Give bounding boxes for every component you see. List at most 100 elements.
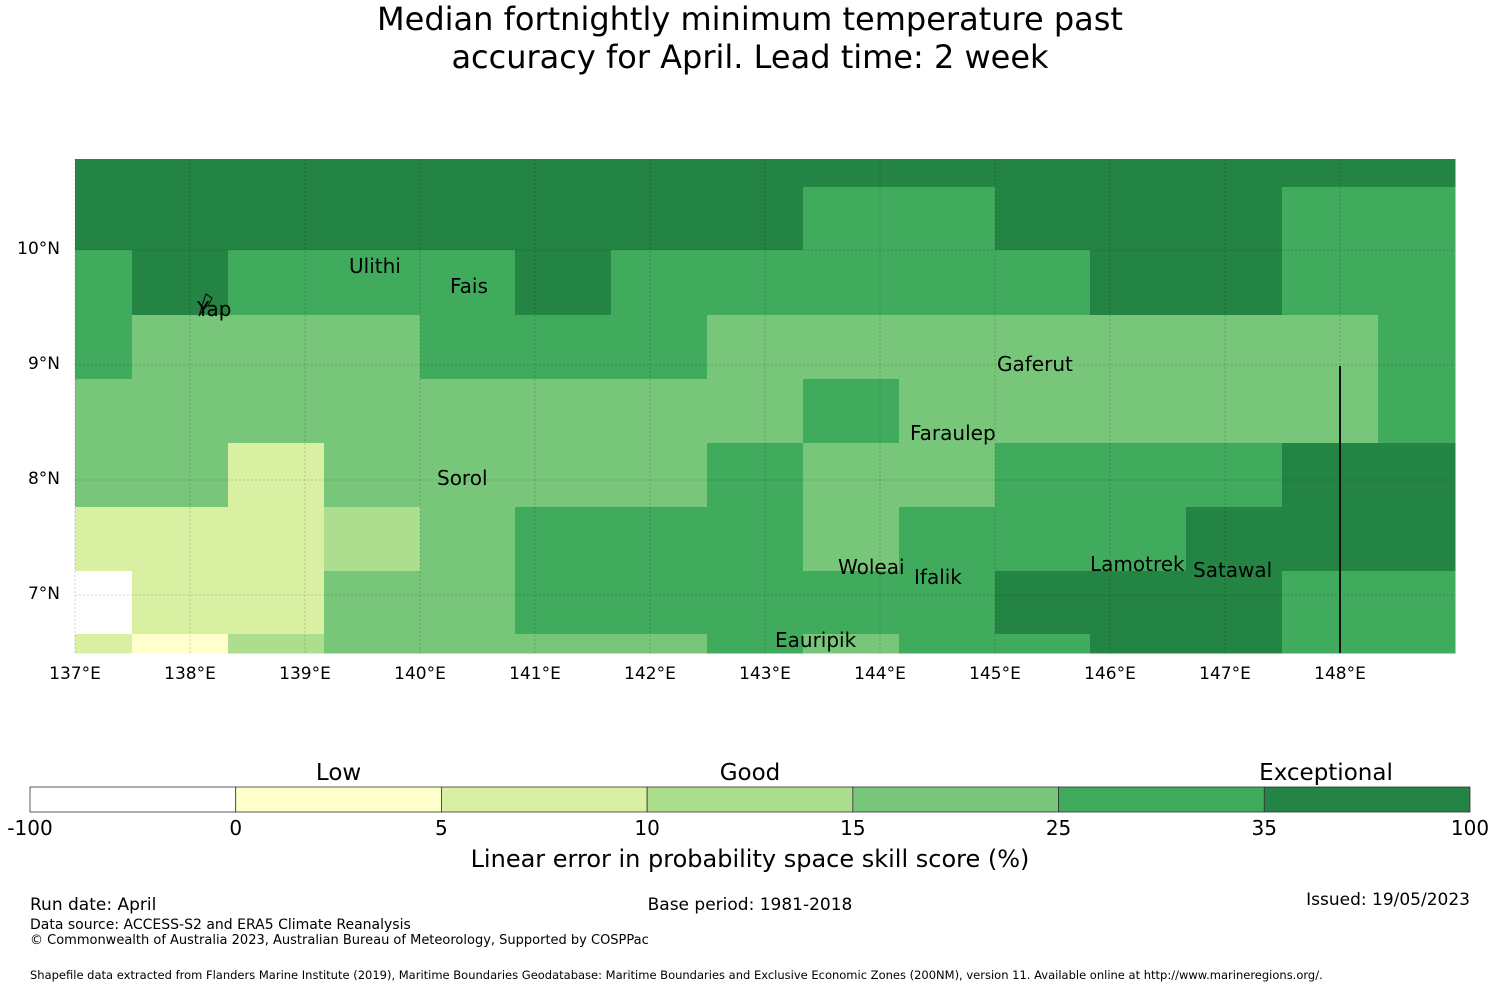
grid-cell [1186,634,1283,654]
grid-cell [420,379,516,444]
grid-cell [611,379,708,444]
grid-cell [611,315,708,380]
colorbar-swatch [852,786,1059,813]
grid-cell [995,315,1091,380]
grid-cell [324,634,421,654]
place-label: Woleai [838,555,905,579]
grid-cell [75,250,133,316]
grid-cell [803,159,900,188]
latitude-label: 7°N [27,584,60,604]
grid-cell [1090,379,1187,444]
grid-cell [420,507,516,572]
grid-cell [899,159,996,188]
grid-cell [228,315,325,380]
grid-cell [1282,507,1379,572]
grid-cell [228,159,325,188]
colorbar-category-label: Good [719,760,781,786]
grid-cell [707,507,804,572]
grid-cell [1378,379,1456,444]
grid-cell [324,159,421,188]
colorbar-swatch [646,786,854,813]
grid-cell [995,507,1091,572]
place-label: Satawal [1193,558,1273,582]
grid-cell [707,443,804,508]
grid-cell [420,634,516,654]
grid-cell [132,187,229,251]
grid-cell [515,443,612,508]
grid-cell [899,507,996,572]
grid-cell [420,187,516,251]
latitude-label: 9°N [27,354,60,374]
grid-cell [228,507,325,572]
grid-cell [75,443,133,508]
grid-cell [1282,443,1379,508]
colorbar-category-label: Low [315,760,362,786]
longitude-label: 137°E [49,664,101,684]
colorbar-swatch [29,786,237,813]
grid-cell [611,571,708,635]
grid-cell [611,250,708,316]
graticule [74,159,1455,653]
grid-cell [803,571,900,635]
grid-cell [899,187,996,251]
title-line-2: accuracy for April. Lead time: 2 week [451,38,1049,76]
grid-cell [228,379,325,444]
longitude-label: 138°E [164,664,216,684]
longitude-label: 144°E [854,664,906,684]
longitude-label: 145°E [969,664,1021,684]
grid-cell [324,443,421,508]
grid-cell [899,634,996,654]
grid-cell [228,187,325,251]
grid-cell [1282,187,1379,251]
longitude-label: 140°E [394,664,446,684]
grid-cell [1186,250,1283,316]
grid-cell [324,507,421,572]
grid-cell [1282,571,1379,635]
grid-cell [1282,159,1379,188]
grid-cell [1378,159,1456,188]
grid-cell [899,443,996,508]
grid-cell [75,187,133,251]
grid-cell [324,187,421,251]
grid-cell [707,379,804,444]
place-label: Gaferut [997,352,1073,376]
grid-cell [420,159,516,188]
grid-cell [132,159,229,188]
place-label: Lamotrek [1090,552,1185,576]
grid-cell [611,507,708,572]
grid-cell [515,507,612,572]
grid-cell [899,571,996,635]
grid-cell [1378,187,1456,251]
grid-cell [803,187,900,251]
grid-cell [1282,634,1379,654]
data-source: Data source: ACCESS-S2 and ERA5 Climate … [30,917,411,933]
grid-cell [515,379,612,444]
yap-island-outline [198,293,213,317]
grid-cell [1282,379,1379,444]
grid-cell [995,250,1091,316]
grid-cell [1186,159,1283,188]
grid-cell [1282,315,1379,380]
island-outlines [198,293,213,317]
grid-cell [611,634,708,654]
grid-cell [1090,634,1187,654]
grid-cell [899,250,996,316]
colorbar-tick-label: 15 [840,816,866,840]
colorbar-tick-label: 10 [634,816,660,840]
grid-cell [515,634,612,654]
grid-cell [324,571,421,635]
colorbar-tick-label: 35 [1251,816,1277,840]
grid-cell [707,159,804,188]
title-line-1: Median fortnightly minimum temperature p… [377,0,1123,38]
longitude-label: 143°E [739,664,791,684]
colorbar-title: Linear error in probability space skill … [470,845,1030,873]
colorbar-swatch [441,786,648,813]
grid-cell [1186,443,1283,508]
grid-cell [803,443,900,508]
grid-cell [995,187,1091,251]
longitude-label: 148°E [1314,664,1366,684]
shapefile-credit: Shapefile data extracted from Flanders M… [30,968,1323,982]
grid-cell [707,571,804,635]
grid-cell [611,443,708,508]
place-label: Ulithi [349,254,401,278]
